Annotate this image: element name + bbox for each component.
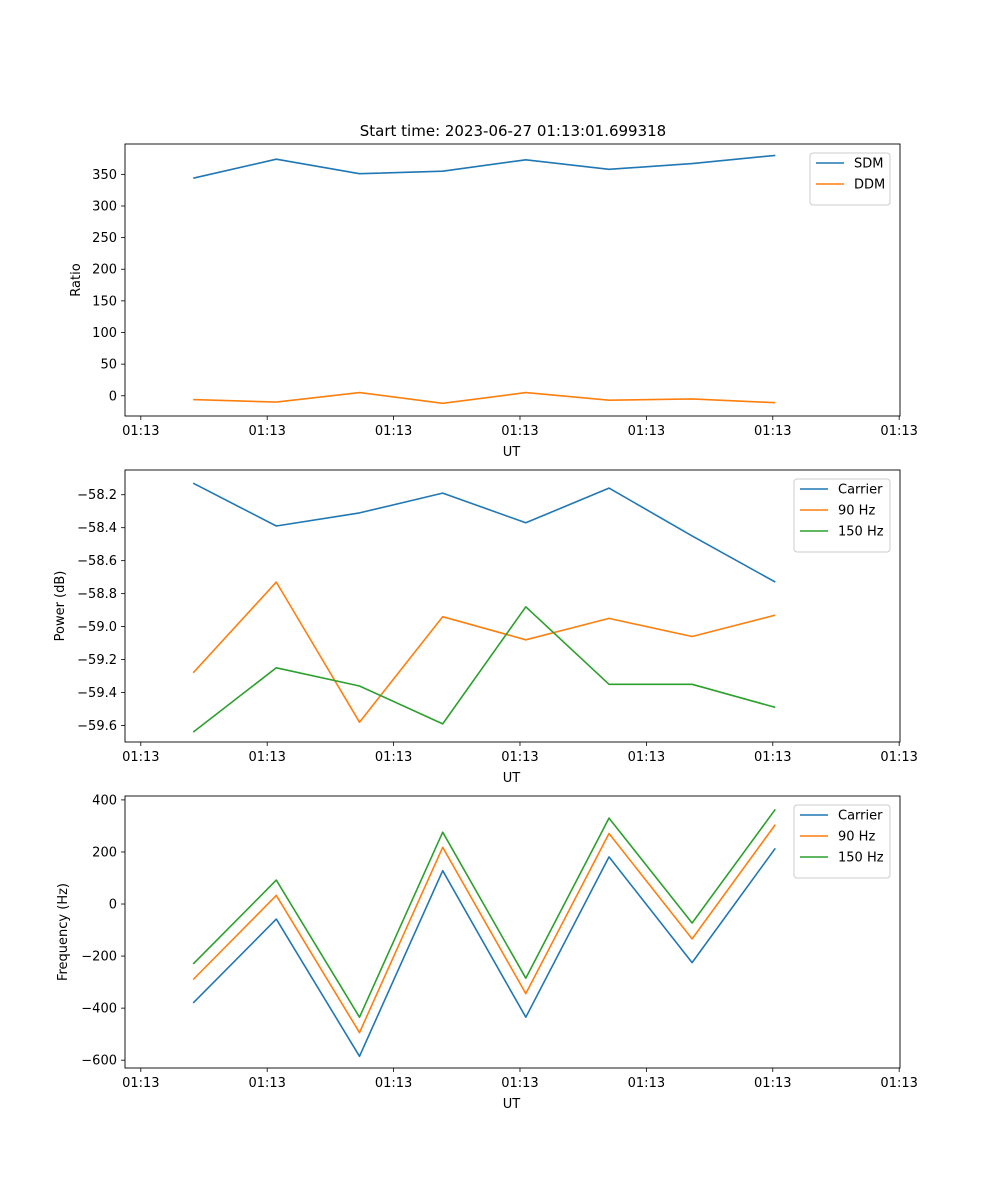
x-axis-label: UT [503,1097,521,1112]
y-tick-label: −58.2 [77,488,117,503]
y-tick-label: 0 [109,389,117,404]
y-tick-label: 100 [92,326,117,341]
x-axis-label: UT [503,445,521,460]
x-tick-label: 01:13 [754,424,791,439]
x-tick-label: 01:13 [375,1076,412,1091]
series-line-sdm [193,154,776,179]
y-tick-label: 300 [92,199,117,214]
x-tick-label: 01:13 [880,424,917,439]
y-tick-label: −58.8 [77,587,117,602]
x-tick-label: 01:13 [375,424,412,439]
legend-label: 90 Hz [838,504,875,519]
legend-label: Carrier [838,809,883,824]
axes-frame [124,143,901,417]
series-line-150-hz [192,808,776,1019]
legend-label: 90 Hz [838,830,875,845]
y-tick-label: 50 [100,358,117,373]
y-tick-label: 200 [92,845,117,860]
x-tick-label: 01:13 [628,750,665,765]
x-tick-label: 01:13 [501,750,538,765]
x-tick-label: 01:13 [628,424,665,439]
series-line-150-hz [192,605,776,733]
legend-label: SDM [854,157,883,172]
legend: SDM DDM [809,152,891,206]
y-tick-label: 250 [92,231,117,246]
legend-box [809,152,891,206]
x-tick-label: 01:13 [754,1076,791,1091]
legend: Carrier 90 Hz 150 Hz [793,478,891,553]
x-tick-label: 01:13 [122,1076,159,1091]
x-tick-label: 01:13 [628,1076,665,1091]
x-tick-label: 01:13 [501,424,538,439]
series-line-90-hz [192,824,776,1034]
series-line-90-hz [192,581,776,724]
legend-box [793,804,891,879]
x-tick-label: 01:13 [248,424,285,439]
y-tick-label: −58.6 [77,554,117,569]
legend-label: 150 Hz [838,525,884,540]
legend: Carrier 90 Hz 150 Hz [793,804,891,879]
y-tick-label: −59.2 [77,653,117,668]
y-tick-label: 200 [92,263,117,278]
series-line-carrier [192,847,776,1058]
legend-label: 150 Hz [838,851,884,866]
x-tick-label: 01:13 [122,750,159,765]
legend-label: DDM [854,178,885,193]
series-line-carrier [192,482,776,583]
y-tick-label: −600 [81,1054,117,1069]
panel-power: 01:13 01:13 01:13 01:13 01:13 01:13 01:13 −59.6… [53,469,918,786]
x-tick-label: 01:13 [501,1076,538,1091]
y-axis-label: Power (dB) [53,571,68,642]
x-tick-label: 01:13 [122,424,159,439]
y-tick-label: −200 [81,950,117,965]
y-tick-label: −59.0 [77,620,117,635]
x-tick-label: 01:13 [880,750,917,765]
y-axis-label: Frequency (Hz) [56,883,71,981]
figure-title: Start time: 2023-06-27 01:13:01.699318 [360,122,666,140]
y-tick-label: 0 [109,898,117,913]
series-line-ddm [193,391,776,405]
y-tick-label: −59.6 [77,719,117,734]
y-tick-label: −400 [81,1002,117,1017]
legend-box [793,478,891,553]
panel-frequency: 01:13 01:13 01:13 01:13 01:13 01:13 01:13 −600 −… [56,793,918,1112]
x-axis-label: UT [503,771,521,786]
y-tick-label: −58.4 [77,521,117,536]
x-tick-label: 01:13 [880,1076,917,1091]
y-axis-label: Ratio [69,263,84,296]
legend-label: Carrier [838,483,883,498]
y-tick-label: 350 [92,168,117,183]
x-tick-label: 01:13 [375,750,412,765]
axes-frame [124,469,901,743]
y-tick-label: −59.4 [77,686,117,701]
y-tick-label: 400 [92,793,117,808]
y-tick-label: 150 [92,294,117,309]
axes-frame [124,795,901,1069]
panel-ratio: 01:13 01:13 01:13 01:13 01:13 01:13 01:13 0 50 10… [69,143,918,460]
x-tick-label: 01:13 [248,1076,285,1091]
x-tick-label: 01:13 [754,750,791,765]
x-tick-label: 01:13 [248,750,285,765]
chart-panels: 01:13 01:13 01:13 01:13 01:13 01:13 01:13 0 50 10… [53,143,918,1112]
